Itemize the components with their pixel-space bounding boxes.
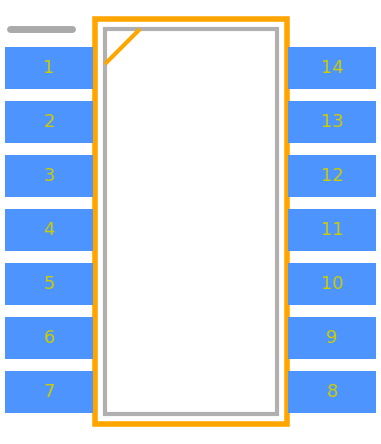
Bar	[288, 263, 376, 305]
Text: 10: 10	[321, 275, 343, 293]
Bar	[5, 209, 93, 251]
Text: 12: 12	[320, 167, 343, 185]
Text: 13: 13	[320, 113, 343, 131]
Bar	[288, 155, 376, 197]
Bar	[95, 19, 287, 424]
Text: 9: 9	[326, 329, 338, 347]
Text: 14: 14	[320, 59, 343, 77]
Text: 11: 11	[321, 221, 343, 239]
Text: 3: 3	[43, 167, 55, 185]
Text: 1: 1	[43, 59, 55, 77]
Bar	[288, 371, 376, 413]
Bar	[288, 209, 376, 251]
Text: 7: 7	[43, 383, 55, 401]
Bar	[288, 317, 376, 359]
Bar	[5, 101, 93, 143]
Text: 2: 2	[43, 113, 55, 131]
Bar	[5, 317, 93, 359]
Text: 6: 6	[43, 329, 55, 347]
Bar	[5, 371, 93, 413]
Bar	[288, 101, 376, 143]
Text: 4: 4	[43, 221, 55, 239]
Bar	[105, 29, 277, 414]
Bar	[288, 47, 376, 89]
Bar	[5, 155, 93, 197]
Text: 5: 5	[43, 275, 55, 293]
Text: 8: 8	[326, 383, 338, 401]
Bar	[5, 263, 93, 305]
Bar	[5, 47, 93, 89]
